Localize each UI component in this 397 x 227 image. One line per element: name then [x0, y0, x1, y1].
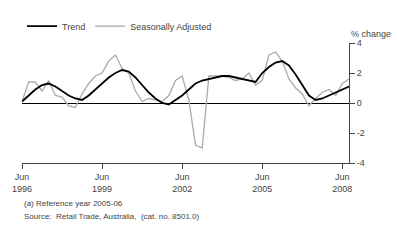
- svg-text:Jun1996: Jun1996: [12, 172, 32, 194]
- svg-text:Jun2005: Jun2005: [252, 172, 272, 194]
- svg-text:Jun2008: Jun2008: [332, 172, 352, 194]
- svg-text:2: 2: [357, 68, 362, 78]
- svg-text:Trend: Trend: [62, 22, 85, 32]
- svg-text:Jun2002: Jun2002: [172, 172, 192, 194]
- svg-text:% change: % change: [351, 29, 391, 39]
- svg-text:Seasonally Adjusted: Seasonally Adjusted: [130, 22, 211, 32]
- svg-text:-4: -4: [357, 158, 365, 168]
- svg-text:(a) Reference year 2005-06: (a) Reference year 2005-06: [24, 199, 123, 208]
- svg-text:0: 0: [357, 98, 362, 108]
- svg-text:4: 4: [357, 38, 362, 48]
- svg-text:Source: Retail Trade, Austral: Source: Retail Trade, Australia, (cat. n…: [24, 212, 200, 221]
- svg-text:-2: -2: [357, 128, 365, 138]
- svg-text:Jun1999: Jun1999: [92, 172, 112, 194]
